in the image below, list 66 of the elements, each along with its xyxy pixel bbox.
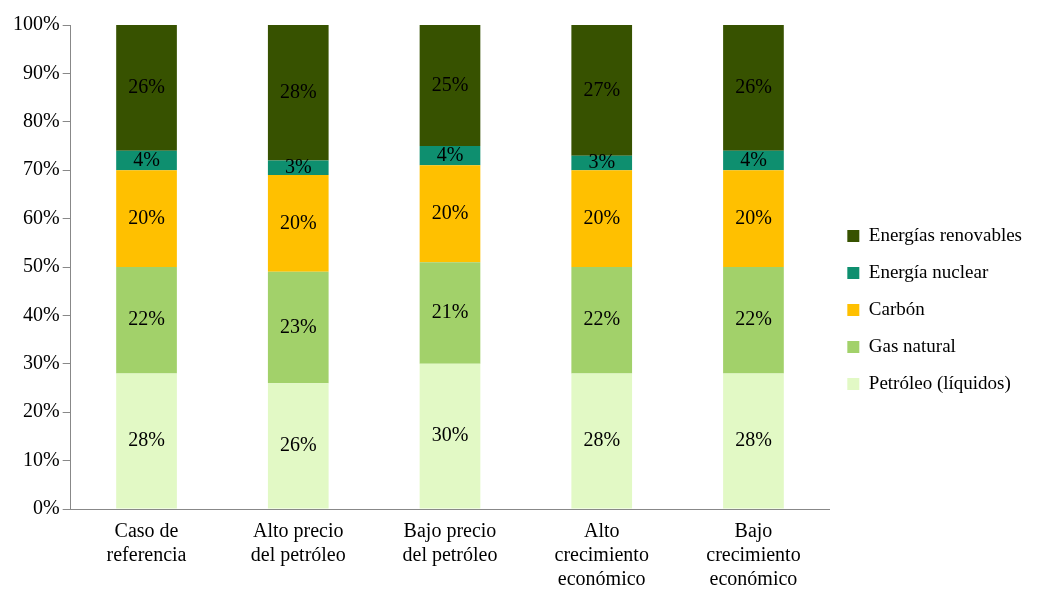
legend-label: Petróleo (líquidos) bbox=[868, 371, 1011, 394]
data-label: 26% bbox=[128, 75, 165, 98]
bar bbox=[571, 25, 633, 156]
data-label: 20% bbox=[128, 205, 165, 228]
data-label: 22% bbox=[583, 307, 621, 330]
data-label: 4% bbox=[133, 147, 160, 170]
bar bbox=[116, 25, 177, 151]
bar bbox=[419, 363, 481, 509]
y-tick-label: 10% bbox=[22, 447, 60, 470]
bar bbox=[116, 170, 177, 267]
data-label: 25% bbox=[431, 72, 469, 95]
bar bbox=[723, 373, 784, 509]
bar bbox=[419, 262, 481, 364]
data-label: 4% bbox=[740, 147, 767, 170]
bar bbox=[267, 383, 329, 509]
x-tick-label: Caso de referencia bbox=[106, 519, 187, 566]
data-label: 30% bbox=[431, 423, 469, 446]
data-label: 28% bbox=[128, 428, 165, 451]
bar bbox=[267, 271, 329, 384]
data-label: 27% bbox=[583, 77, 621, 100]
bar bbox=[116, 373, 177, 509]
bar bbox=[419, 25, 481, 146]
data-label: 3% bbox=[588, 150, 616, 173]
data-label: 20% bbox=[431, 201, 469, 224]
y-tick-label: 90% bbox=[22, 60, 60, 83]
bar bbox=[571, 373, 633, 509]
y-tick-label: 30% bbox=[22, 351, 60, 374]
y-tick-label: 0% bbox=[32, 496, 60, 519]
data-label: 4% bbox=[436, 142, 464, 165]
bar bbox=[723, 25, 784, 151]
legend-label: Energías renovables bbox=[868, 223, 1023, 245]
bar bbox=[723, 170, 784, 267]
data-label: 20% bbox=[583, 205, 621, 228]
bar bbox=[571, 170, 633, 267]
data-label: 26% bbox=[735, 75, 772, 98]
bar bbox=[267, 175, 329, 272]
y-tick-label: 80% bbox=[22, 109, 60, 132]
data-label: 22% bbox=[128, 307, 165, 330]
data-label: 28% bbox=[583, 428, 621, 451]
legend-label: Energía nuclear bbox=[868, 260, 989, 282]
data-label: 20% bbox=[735, 205, 772, 228]
data-label: 3% bbox=[284, 155, 312, 178]
y-tick-label: 60% bbox=[22, 205, 60, 228]
bar bbox=[419, 165, 481, 263]
y-tick-label: 70% bbox=[22, 157, 60, 180]
data-label: 22% bbox=[735, 307, 772, 330]
data-label: 20% bbox=[279, 210, 317, 233]
y-tick-label: 100% bbox=[12, 12, 60, 35]
data-label: 23% bbox=[279, 314, 317, 337]
data-label: 28% bbox=[279, 80, 317, 103]
legend-label: Gas natural bbox=[868, 334, 956, 356]
bar bbox=[267, 25, 329, 161]
x-tick-label: Alto precio del petróleo bbox=[250, 519, 346, 567]
x-tick-label: Bajo precio del petróleo bbox=[402, 519, 498, 567]
y-tick-label: 40% bbox=[22, 302, 60, 325]
bar bbox=[723, 267, 784, 374]
data-label: 28% bbox=[735, 428, 772, 451]
y-tick-label: 20% bbox=[22, 399, 60, 422]
bar bbox=[116, 267, 177, 374]
legend-label: Carbón bbox=[868, 297, 926, 319]
x-tick-label: Alto crecimiento económico bbox=[554, 519, 649, 590]
x-tick-label: Bajo crecimiento económico bbox=[706, 519, 801, 590]
data-label: 21% bbox=[431, 300, 469, 323]
bar bbox=[571, 267, 633, 374]
y-tick-label: 50% bbox=[22, 254, 60, 277]
data-label: 26% bbox=[279, 433, 317, 456]
